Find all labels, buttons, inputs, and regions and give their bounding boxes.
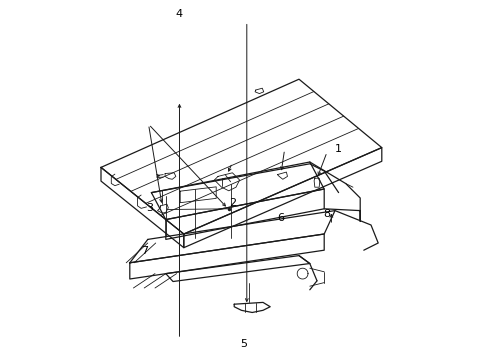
Text: 6: 6: [277, 213, 285, 223]
Text: 1: 1: [334, 144, 342, 154]
Text: 2: 2: [229, 198, 236, 208]
Text: 8: 8: [323, 209, 331, 219]
Text: 7: 7: [141, 246, 148, 256]
Text: 5: 5: [240, 339, 246, 349]
Text: 3: 3: [146, 203, 153, 213]
Text: 4: 4: [176, 9, 183, 19]
